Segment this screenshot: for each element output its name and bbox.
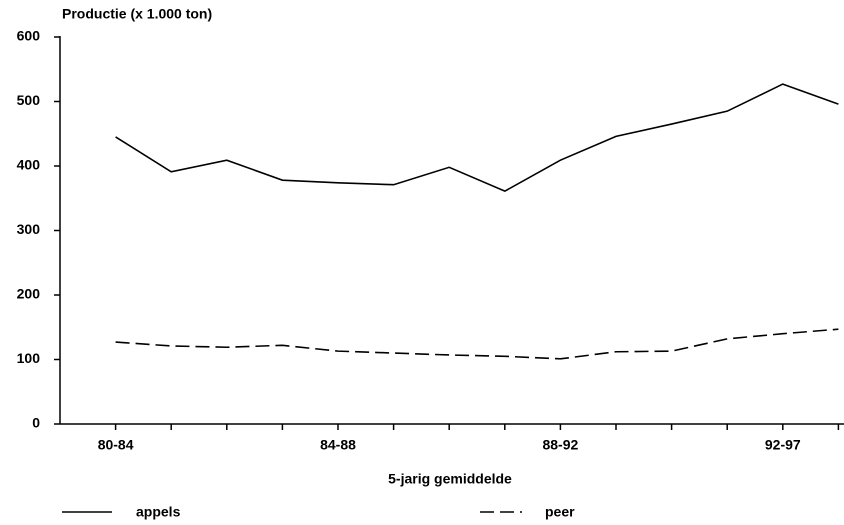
line-series	[115, 83, 839, 193]
y-tick-label: 400	[17, 157, 41, 173]
x-tick-label: 88-92	[542, 437, 578, 453]
legend-label: peer	[545, 504, 575, 520]
y-tick-label: 500	[17, 92, 41, 108]
y-tick-label: 600	[17, 28, 41, 44]
x-tick-label: 92-97	[765, 437, 801, 453]
x-tick-label: 84-88	[320, 437, 356, 453]
x-tick-label: 80-84	[98, 437, 134, 453]
y-tick-label: 200	[17, 286, 41, 302]
x-axis-label: 5-jarig gemiddelde	[388, 471, 512, 487]
chart-title: Productie (x 1.000 ton)	[62, 6, 212, 22]
y-tick-label: 100	[17, 350, 41, 366]
legend-label: appels	[136, 504, 181, 520]
line-series	[115, 328, 839, 360]
y-tick-label: 0	[32, 415, 40, 431]
y-tick-label: 300	[17, 221, 41, 237]
